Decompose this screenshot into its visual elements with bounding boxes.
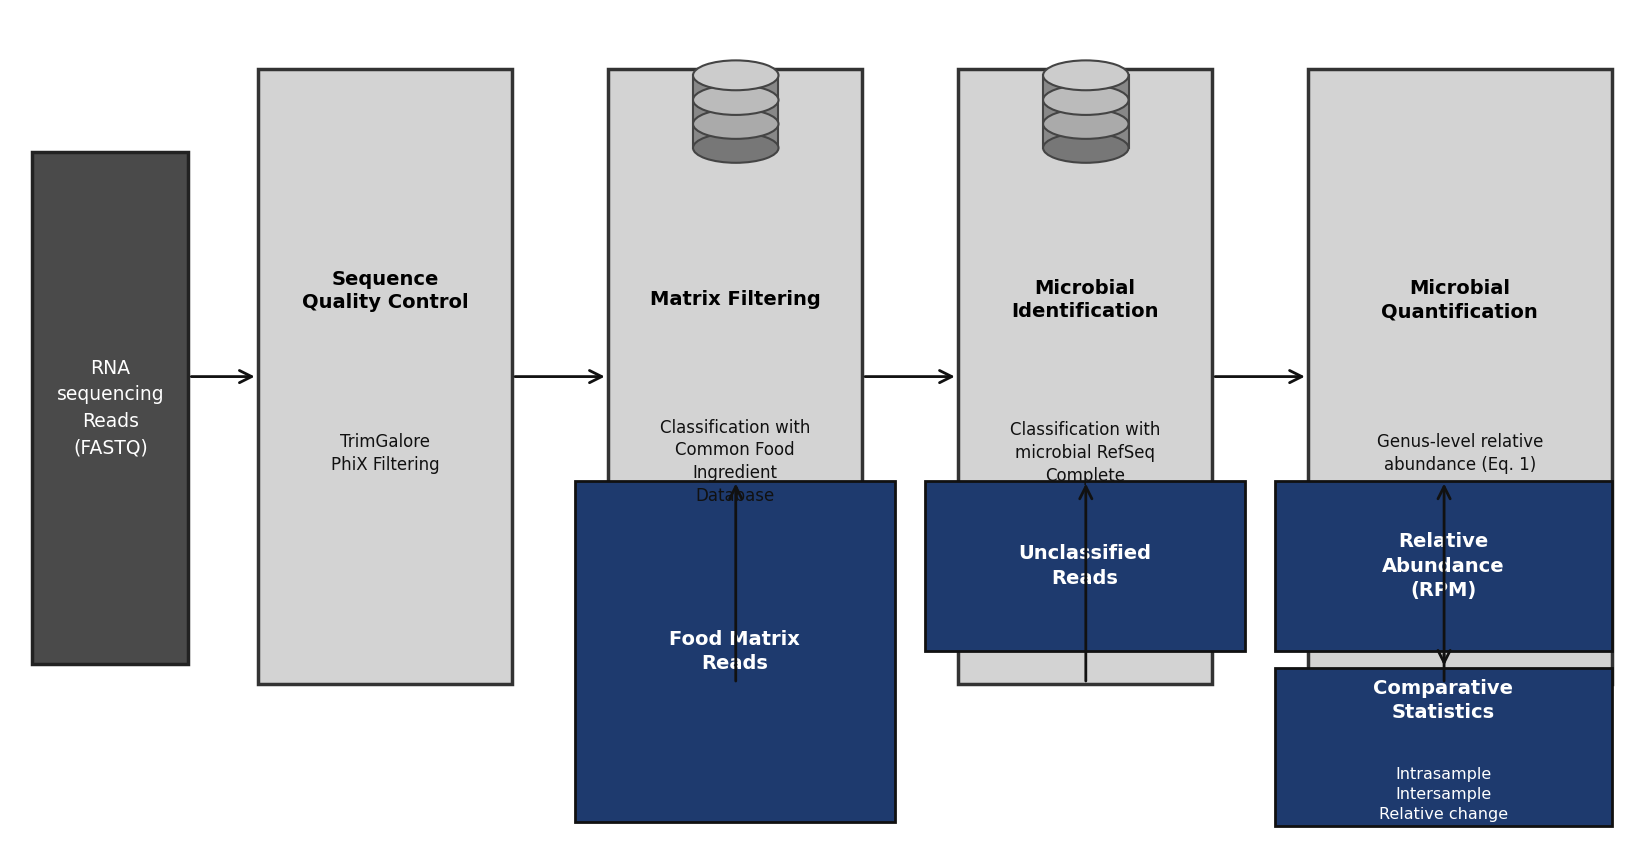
Text: Comparative
Statistics: Comparative Statistics (1373, 679, 1513, 722)
Text: Unclassified
Reads: Unclassified Reads (1018, 545, 1150, 588)
Ellipse shape (1043, 133, 1127, 163)
Text: Matrix Filtering: Matrix Filtering (649, 290, 819, 309)
Ellipse shape (692, 60, 778, 90)
FancyBboxPatch shape (33, 152, 188, 664)
Text: RNA
sequencing
Reads
(FASTQ): RNA sequencing Reads (FASTQ) (56, 359, 165, 457)
Ellipse shape (692, 85, 778, 115)
FancyBboxPatch shape (692, 76, 778, 148)
Text: Intrasample
Intersample
Relative change: Intrasample Intersample Relative change (1378, 767, 1506, 822)
FancyBboxPatch shape (575, 481, 895, 822)
Ellipse shape (692, 133, 778, 163)
Ellipse shape (1043, 109, 1127, 139)
FancyBboxPatch shape (957, 70, 1211, 684)
FancyBboxPatch shape (1043, 76, 1127, 148)
Ellipse shape (692, 109, 778, 139)
Text: Microbial
Identification: Microbial Identification (1010, 278, 1159, 321)
Text: Sequence
Quality Control: Sequence Quality Control (302, 270, 468, 313)
FancyBboxPatch shape (925, 481, 1244, 651)
Text: Food Matrix
Reads: Food Matrix Reads (669, 630, 799, 673)
Ellipse shape (1043, 60, 1127, 90)
Text: Classification with
Common Food
Ingredient
Database: Classification with Common Food Ingredie… (659, 418, 809, 505)
Text: Genus-level relative
abundance (Eq. 1): Genus-level relative abundance (Eq. 1) (1376, 433, 1543, 474)
FancyBboxPatch shape (1307, 70, 1610, 684)
Ellipse shape (1043, 85, 1127, 115)
FancyBboxPatch shape (606, 70, 862, 684)
Text: TrimGalore
PhiX Filtering: TrimGalore PhiX Filtering (330, 433, 438, 474)
Text: Relative
Abundance
(RPM): Relative Abundance (RPM) (1381, 533, 1503, 600)
Text: Classification with
microbial RefSeq
Complete: Classification with microbial RefSeq Com… (1009, 422, 1160, 485)
Text: Microbial
Quantification: Microbial Quantification (1381, 278, 1538, 321)
FancyBboxPatch shape (1274, 481, 1610, 651)
FancyBboxPatch shape (257, 70, 513, 684)
FancyBboxPatch shape (1274, 668, 1610, 826)
